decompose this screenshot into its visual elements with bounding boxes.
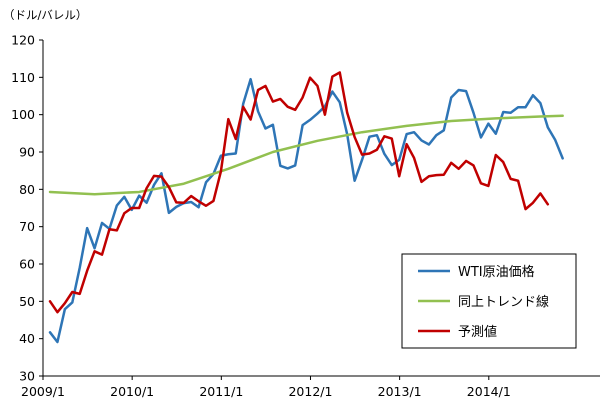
y-tick-label: 120 [11,33,35,48]
x-tick-label: 2010/1 [110,384,154,399]
y-tick-label: 90 [19,145,35,160]
legend-label-trend: 同上トレンド線 [458,294,549,310]
legend: WTI原油価格 同上トレンド線 予測値 [401,253,577,349]
x-tick-label: 2009/1 [21,384,65,399]
x-tick-label: 2012/1 [288,384,332,399]
legend-label-wti: WTI原油価格 [458,264,535,280]
axes [42,40,600,377]
x-tick-label: 2011/1 [199,384,243,399]
x-tick-label: 2014/1 [467,384,511,399]
legend-label-forecast: 予測値 [458,324,497,340]
y-tick-label: 100 [11,107,35,122]
y-tick-label: 60 [19,257,35,272]
series-trend-line [48,114,564,196]
x-tick-label: 2013/1 [378,384,422,399]
y-tick-label: 80 [19,182,35,197]
x-axis-ticks: 2009/1 2010/1 2011/1 2012/1 2013/1 2014/1 [21,376,511,399]
series-layer [48,71,564,344]
y-tick-label: 30 [19,369,35,384]
y-tick-label: 50 [19,294,35,309]
y-axis-ticks: 30 40 50 60 70 80 90 100 110 120 [11,33,43,384]
y-tick-label: 110 [11,70,35,85]
y-tick-label: 40 [19,331,35,346]
series-forecast-line [48,71,550,314]
y-axis-unit-label: （ドル/バレル） [3,8,87,22]
series-wti-line [48,77,564,344]
y-tick-label: 70 [19,219,35,234]
